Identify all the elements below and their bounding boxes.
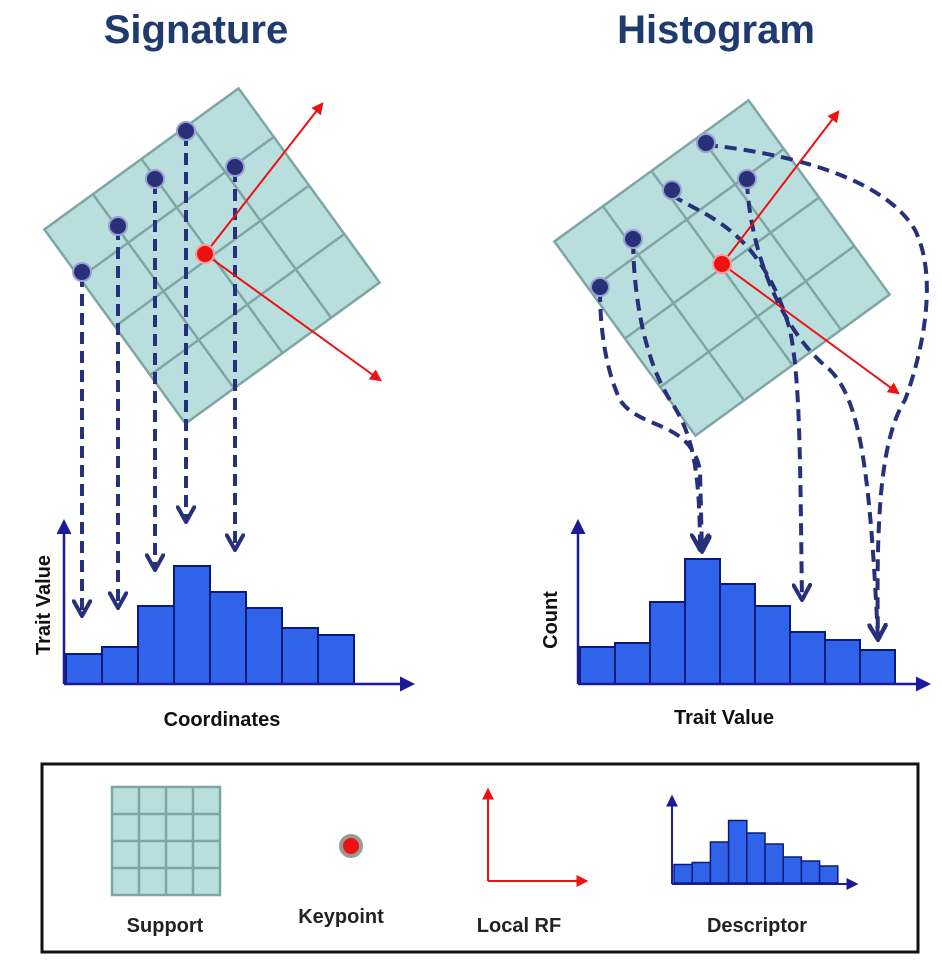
histogram-local-rf <box>721 110 900 395</box>
histogram-bar-2 <box>614 642 651 685</box>
legend-descriptor-bar-5 <box>746 832 766 884</box>
histogram-bar-5 <box>719 583 756 685</box>
histogram-support-points <box>590 133 757 297</box>
legend-descriptor-bar-8 <box>800 860 821 884</box>
signature-bar-2 <box>101 646 139 685</box>
histogram-bars <box>579 558 896 685</box>
legend-descriptor-bar-6 <box>764 843 784 884</box>
signature-bars <box>65 565 355 685</box>
signature-y-label: Trait Value <box>33 555 55 655</box>
histogram-x-label: Trait Value <box>674 707 774 729</box>
legend-descriptor-axes <box>666 794 859 890</box>
legend-descriptor-icon <box>673 819 839 884</box>
histogram-y-label: Count <box>540 591 562 649</box>
histogram-bar-3 <box>649 601 686 685</box>
legend-keypoint-icon <box>339 834 363 858</box>
legend-descriptor-bar-3 <box>709 841 730 884</box>
legend-local-rf-label: Local RF <box>477 915 561 937</box>
histogram-title: Histogram <box>617 8 815 52</box>
signature-bar-4 <box>173 565 211 685</box>
legend-descriptor-bar-9 <box>818 865 839 884</box>
histogram-bar-4 <box>684 558 721 685</box>
signature-bar-7 <box>281 627 319 685</box>
signature-sample-arrows <box>82 134 235 616</box>
signature-axes <box>56 519 415 692</box>
signature-bar-1 <box>65 653 103 685</box>
histogram-sample-arrows <box>598 143 929 640</box>
legend-descriptor-bar-4 <box>727 819 748 884</box>
histogram-bar-9 <box>859 649 896 685</box>
signature-bar-5 <box>209 591 247 685</box>
histogram-axes <box>570 519 931 692</box>
legend-descriptor-bar-7 <box>782 856 803 884</box>
histogram-bar-8 <box>824 639 861 685</box>
histogram-keypoint <box>712 254 732 274</box>
legend-support-label: Support <box>127 915 204 937</box>
legend-support-icon <box>110 785 222 897</box>
histogram-bar-6 <box>754 605 791 685</box>
signature-bar-6 <box>245 607 283 685</box>
legend-keypoint-label: Keypoint <box>298 906 384 928</box>
legend-descriptor-bar-1 <box>673 863 693 884</box>
signature-x-label: Coordinates <box>164 709 281 731</box>
histogram-bar-7 <box>789 631 826 685</box>
legend-descriptor-bar-2 <box>691 861 712 884</box>
histogram-bar-1 <box>579 646 616 685</box>
signature-support-points <box>72 121 245 282</box>
signature-local-rf <box>204 102 382 382</box>
signature-title: Signature <box>104 8 288 52</box>
legend-local-rf-icon <box>482 787 589 887</box>
legend-descriptor-label: Descriptor <box>707 915 807 937</box>
signature-bar-3 <box>137 605 175 685</box>
signature-keypoint <box>195 244 215 264</box>
signature-bar-8 <box>317 634 355 685</box>
